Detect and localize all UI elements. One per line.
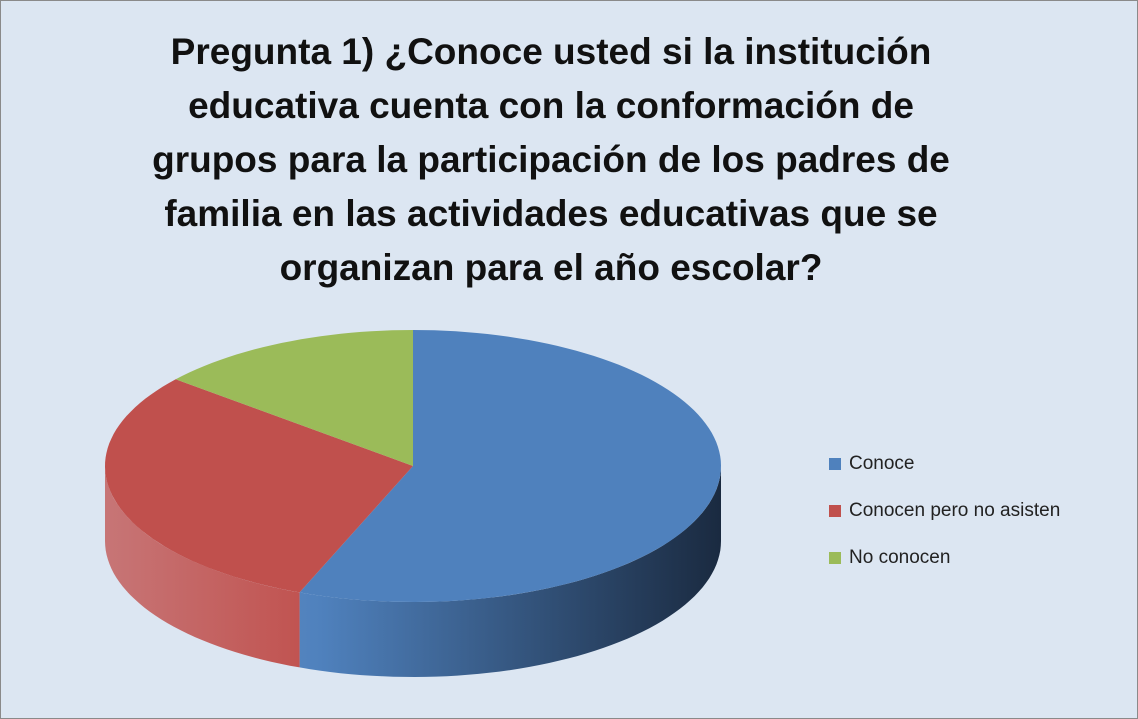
legend-swatch bbox=[829, 505, 841, 517]
legend-label: Conocen pero no asisten bbox=[849, 500, 1060, 521]
legend-swatch bbox=[829, 458, 841, 470]
legend-swatch bbox=[829, 552, 841, 564]
pie-side bbox=[105, 466, 300, 668]
chart-title: Pregunta 1) ¿Conoce usted si la instituc… bbox=[152, 31, 950, 288]
legend-label: No conocen bbox=[849, 547, 950, 568]
legend-label: Conoce bbox=[849, 453, 915, 474]
pie-slice bbox=[105, 379, 413, 593]
pie-slice bbox=[175, 330, 413, 466]
pie-side bbox=[299, 466, 721, 677]
pie-slice bbox=[299, 330, 721, 602]
